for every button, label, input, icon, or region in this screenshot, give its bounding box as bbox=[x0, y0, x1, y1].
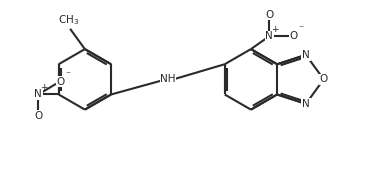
Text: N: N bbox=[265, 31, 273, 41]
Text: O: O bbox=[289, 31, 297, 41]
Text: ⁻: ⁻ bbox=[298, 25, 303, 35]
Text: +: + bbox=[40, 83, 48, 92]
Text: N: N bbox=[302, 50, 310, 60]
Text: O: O bbox=[265, 10, 273, 20]
Text: CH$_3$: CH$_3$ bbox=[58, 13, 79, 27]
Text: O: O bbox=[34, 111, 42, 121]
Text: ⁻: ⁻ bbox=[65, 70, 70, 80]
Text: O: O bbox=[320, 74, 328, 84]
Text: N: N bbox=[34, 90, 42, 100]
Text: +: + bbox=[271, 25, 279, 34]
Text: O: O bbox=[56, 77, 65, 87]
Text: NH: NH bbox=[160, 74, 176, 84]
Text: N: N bbox=[302, 99, 310, 109]
